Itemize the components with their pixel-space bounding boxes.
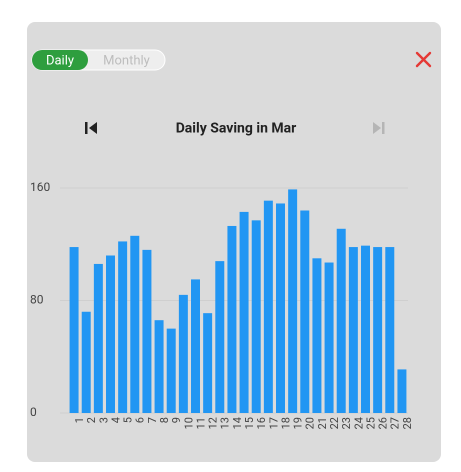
x-tick-label: 5 [122,417,135,423]
x-tick-label: 22 [328,417,341,429]
bar [348,247,358,413]
next-icon [382,122,385,134]
next-icon [373,122,381,134]
toggle-label: Daily [46,53,74,68]
x-tick-label: 7 [146,417,159,423]
bar [215,261,225,413]
bar [276,203,285,413]
bar [361,245,370,413]
close-icon [415,51,432,68]
bar [397,369,407,413]
bar [130,235,140,413]
bar [106,255,115,413]
bar [154,320,164,413]
x-tick-label: 20 [304,417,317,429]
next-button[interactable] [373,122,385,134]
bar [93,263,103,413]
bar [385,247,395,413]
x-tick-label: 15 [243,417,256,429]
x-tick-label: 21 [316,417,329,429]
close-button[interactable] [415,51,432,68]
bar [324,262,334,413]
toggle-selected [32,50,88,70]
prev-button[interactable] [85,122,97,134]
x-tick-label: 2 [85,417,98,423]
bar [69,247,79,413]
bar [166,328,176,413]
x-tick-label: 4 [109,417,122,423]
x-tick-label: 18 [279,417,292,429]
x-tick-label: 17 [267,417,280,429]
x-tick-label: 25 [364,417,377,429]
bar [300,210,310,413]
toggle-option[interactable]: Monthly [103,53,150,68]
prev-icon [89,122,97,134]
y-tick-label: 0 [30,405,37,419]
x-tick-label: 24 [352,417,365,429]
y-tick-label: 80 [30,293,44,307]
x-tick-label: 11 [194,417,207,429]
bar [263,200,273,413]
x-tick-label: 3 [97,417,110,423]
x-tick-label: 10 [182,417,195,429]
bar [81,311,91,413]
x-tick-label: 1 [73,417,86,423]
toggle: Daily Monthly [31,49,166,71]
toggle-option[interactable]: Daily [32,50,88,70]
bar [227,225,237,413]
x-tick-label: 12 [207,417,220,429]
y-tick-label: 160 [30,180,50,194]
bar [142,249,152,413]
bar [288,189,298,413]
x-tick-label: 26 [377,417,390,429]
bar [239,211,249,413]
prev-icon [85,122,88,134]
x-tick-label: 28 [401,417,414,429]
x-tick-label: 14 [231,417,244,429]
bar [191,279,200,413]
chart-title: Daily Saving in Mar [176,121,297,137]
x-tick-label: 9 [170,417,183,423]
bar [373,247,383,413]
x-tick-label: 6 [134,417,147,423]
bar [178,294,188,413]
bar [118,241,128,413]
x-tick-label: 13 [219,417,232,429]
x-tick-label: 16 [255,417,268,429]
x-tick-label: 8 [158,417,171,423]
x-tick-label: 23 [340,417,353,429]
bar [251,220,261,413]
bar [203,313,213,413]
toggle-label: Monthly [103,53,150,68]
bar [336,228,346,413]
x-tick-label: 27 [389,417,402,429]
bar [312,258,322,413]
x-tick-label: 19 [292,417,305,429]
